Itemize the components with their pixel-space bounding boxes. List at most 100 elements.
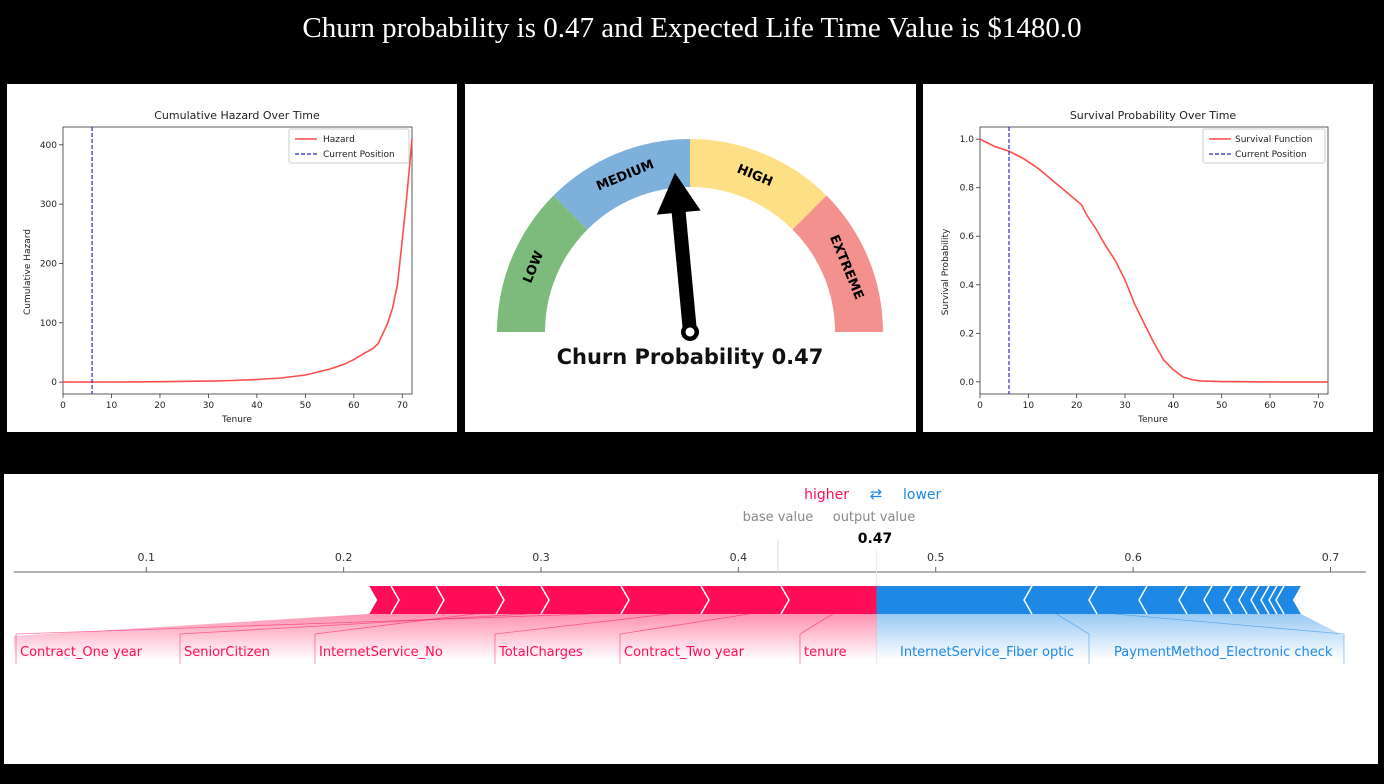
survival-x-tick-label: 70 [1313, 401, 1325, 411]
force-blue-feature-label: InternetService_Fiber optic [900, 645, 1074, 660]
force-red-chevron [315, 585, 325, 615]
survival-y-tick-label: 0.8 [960, 184, 975, 194]
survival-legend-position: Current Position [1235, 150, 1307, 160]
hazard-legend-hazard: Hazard [323, 135, 355, 145]
force-red-chevron [390, 585, 400, 615]
force-red-bar [369, 586, 877, 614]
churn-gauge: LOW MEDIUM HIGH EXTREME Churn Probabilit… [497, 139, 883, 369]
force-plot: higher ⇄ lower base value output value 0… [14, 485, 1366, 664]
gauge-segment-extreme [792, 195, 883, 332]
swap-icon: ⇄ [870, 485, 883, 503]
gauge-segments [497, 139, 883, 332]
force-axis-tick-label: 0.5 [927, 551, 945, 564]
survival-x-tick-label: 60 [1264, 401, 1276, 411]
force-blue-connector [1113, 613, 1345, 635]
survival-chart: Survival Probability Over Time 0 10 20 30 40… [941, 109, 1329, 425]
force-plot-panel: higher ⇄ lower base value output value 0… [4, 474, 1378, 764]
base-value-label: base value [743, 510, 814, 525]
survival-series-line [979, 138, 1328, 383]
hazard-y-tick-label: 200 [40, 259, 57, 269]
force-red-chevron [495, 585, 505, 615]
hazard-x-tick-label: 40 [251, 401, 263, 411]
force-blue-chevron [1238, 585, 1248, 615]
survival-y-axis-label: Survival Probability [941, 228, 951, 315]
force-blue-chevron [1023, 585, 1033, 615]
force-red-chevron [620, 585, 630, 615]
force-red-chevron [265, 585, 275, 615]
survival-legend-survival: Survival Function [1235, 135, 1312, 145]
survival-x-tick-label: 30 [1119, 401, 1131, 411]
force-blue-chevron [1250, 585, 1260, 615]
force-axis-tick-label: 0.3 [532, 551, 550, 564]
hazard-y-tick-label: 100 [40, 319, 57, 329]
force-red-connector-fade [14, 614, 877, 660]
force-axis-tick-label: 0.1 [137, 551, 155, 564]
hazard-legend-position: Current Position [323, 150, 395, 160]
gauge-segment-low [497, 195, 588, 332]
force-red-feature-label: TotalCharges [498, 645, 583, 660]
hazard-y-tick-label: 300 [40, 200, 57, 210]
force-red-connector [179, 613, 527, 635]
gauge-needle-hub-dot [685, 327, 695, 337]
hazard-x-tick-label: 30 [203, 401, 215, 411]
survival-x-axis-label: Tenure [1137, 415, 1168, 425]
force-red-connector [15, 613, 590, 635]
hazard-y-axis-label: Cumulative Hazard [23, 229, 33, 315]
force-blue-chevron [1203, 585, 1213, 615]
hazard-chart-title: Cumulative Hazard Over Time [154, 109, 320, 122]
survival-x-tick-label: 50 [1216, 401, 1228, 411]
hazard-y-tick-label: 400 [40, 141, 57, 151]
force-red-connector [799, 613, 833, 635]
hazard-x-tick-label: 10 [106, 401, 118, 411]
force-axis-tick-label: 0.2 [335, 551, 353, 564]
force-red-chevron [239, 585, 249, 615]
survival-y-tick-label: 0.2 [960, 329, 974, 339]
force-red-chevron [435, 585, 445, 615]
hazard-chart-panel: Cumulative Hazard Over Time 0 10 20 30 40 50 6… [7, 84, 457, 432]
hazard-axes-frame [62, 126, 413, 395]
gauge-needle-arrow [656, 172, 701, 333]
survival-y-tick-label: 0.0 [960, 378, 975, 388]
force-red-chevron [251, 585, 261, 615]
force-red-connector [494, 613, 670, 635]
survival-y-tick-label: 0.6 [960, 232, 975, 242]
hazard-x-tick-label: 60 [348, 401, 360, 411]
force-red-connector [619, 613, 750, 635]
force-axis-tick-label: 0.6 [1124, 551, 1142, 564]
force-red-chevron [700, 585, 710, 615]
gauge-caption: Churn Probability 0.47 [557, 345, 824, 369]
gauge-needle-body [656, 172, 701, 341]
hazard-x-axis-label: Tenure [221, 415, 252, 425]
hazard-x-tick-label: 50 [300, 401, 312, 411]
force-blue-connector-fade [876, 614, 1344, 660]
gauge-panel: LOW MEDIUM HIGH EXTREME Churn Probabilit… [465, 84, 916, 432]
force-red-feature-label: Contract_One year [20, 645, 143, 660]
force-blue-chevron [1275, 585, 1285, 615]
survival-chart-title: Survival Probability Over Time [1070, 109, 1237, 122]
force-blue-chevron [1138, 585, 1148, 615]
force-higher-label: higher [804, 487, 849, 503]
force-red-feature-label: SeniorCitizen [184, 645, 270, 660]
force-red-feature-label: tenure [804, 645, 847, 660]
survival-x-tick-label: 10 [1023, 401, 1035, 411]
gauge-segment-medium [553, 139, 690, 230]
headline: Churn probability is 0.47 and Expected L… [302, 12, 1082, 44]
survival-plot-area: 0 10 20 30 40 50 60 70 0.0 0.2 0.4 0.6 0.8 1.0 [960, 126, 1329, 411]
hazard-x-tick-label: 70 [397, 401, 409, 411]
force-red-chevron [227, 585, 237, 615]
hazard-x-tick-label: 0 [60, 401, 66, 411]
survival-x-tick-label: 0 [977, 401, 983, 411]
survival-x-tick-label: 40 [1168, 401, 1180, 411]
force-red-feature-label: InternetService_No [319, 645, 443, 660]
force-lower-label: lower [903, 487, 942, 503]
force-axis-tick-label: 0.7 [1322, 551, 1340, 564]
survival-legend: Survival Function Current Position [1202, 128, 1326, 164]
hazard-legend: Hazard Current Position [288, 128, 410, 164]
hazard-chart: Cumulative Hazard Over Time 0 10 20 30 40 50 6… [23, 109, 413, 425]
survival-y-tick-label: 1.0 [960, 135, 975, 145]
hazard-y-tick-label: 0 [51, 378, 57, 388]
hazard-plot-area: 0 10 20 30 40 50 60 70 0 100 200 300 400 [40, 126, 413, 411]
output-value: 0.47 [858, 531, 893, 547]
gauge-segment-high [690, 139, 827, 230]
force-blue-chevron [1178, 585, 1188, 615]
